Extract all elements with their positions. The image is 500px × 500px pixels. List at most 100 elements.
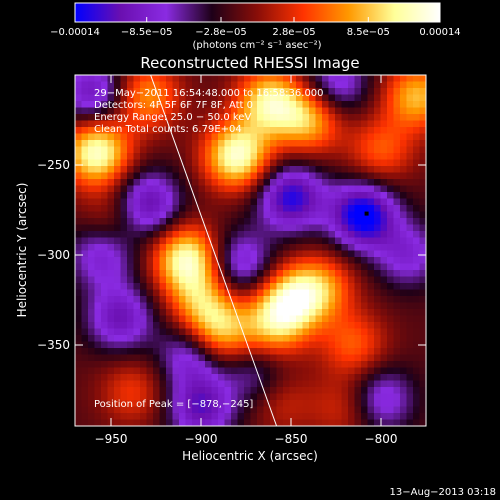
colorbar-tick-label: 8.5e−05 [347,27,390,38]
heatmap-cell [289,257,297,265]
heatmap-cell [88,185,96,193]
heatmap-cell [153,81,161,89]
heatmap-cell [237,133,245,141]
heatmap-cell [302,419,310,426]
heatmap-cell [224,348,232,356]
heatmap-cell [263,211,271,219]
heatmap-cell [237,211,245,219]
heatmap-cell [244,400,252,408]
heatmap-cell [367,309,375,317]
heatmap-cell [387,283,395,291]
heatmap-cell [250,88,258,96]
heatmap-cell [244,387,252,395]
heatmap-cell [380,133,388,141]
heatmap-cell [296,270,304,278]
heatmap-cell [81,309,89,317]
heatmap-cell [218,276,226,284]
heatmap-cell [179,328,187,336]
heatmap-cell [88,328,96,336]
heatmap-cell [146,315,154,323]
heatmap-cell [101,374,109,382]
heatmap-cell [257,120,265,128]
heatmap-cell [211,315,219,323]
heatmap-cell [179,283,187,291]
heatmap-cell [361,283,369,291]
heatmap-cell [361,354,369,362]
heatmap-cell [419,127,426,135]
heatmap-cell [341,140,349,148]
heatmap-cell [146,244,154,252]
heatmap-cell [146,250,154,258]
heatmap-cell [367,361,375,369]
solar-limb-line [150,75,278,426]
heatmap-cell [75,185,83,193]
heatmap-cell [328,315,336,323]
heatmap-cell [328,231,336,239]
heatmap-cell [263,159,271,167]
heatmap-cell [296,315,304,323]
heatmap-cell [244,244,252,252]
heatmap-cell [94,146,102,154]
heatmap-cell [94,296,102,304]
heatmap-cell [309,296,317,304]
heatmap-cell [283,101,291,109]
heatmap-cell [413,224,421,232]
heatmap-cell [387,387,395,395]
heatmap-cell [224,289,232,297]
heatmap-cell [231,140,239,148]
plot-area: 29−May−2011 16:54:48.000 to 16:58:36.000… [37,74,427,446]
heatmap-cell [263,361,271,369]
heatmap-cell [198,94,206,102]
heatmap-cell [218,348,226,356]
heatmap-cell [146,185,154,193]
heatmap-cell [289,218,297,226]
heatmap-cell [302,179,310,187]
heatmap-cell [341,302,349,310]
heatmap-cell [361,328,369,336]
heatmap-cell [413,198,421,206]
heatmap-cell [263,237,271,245]
heatmap-cell [166,361,174,369]
heatmap-cell [413,153,421,161]
heatmap-cell [166,387,174,395]
heatmap-cell [179,237,187,245]
heatmap-cell [341,341,349,349]
heatmap-cell [322,283,330,291]
heatmap-cell [296,302,304,310]
heatmap-cell [270,406,278,414]
heatmap-cell [205,224,213,232]
heatmap-cell [166,250,174,258]
heatmap-cell [380,354,388,362]
heatmap-cell [400,296,408,304]
heatmap-cell [250,198,258,206]
heatmap-cell [120,185,128,193]
heatmap-cell [107,192,115,200]
heatmap-cell [88,224,96,232]
heatmap-cell [263,101,271,109]
heatmap-cell [328,224,336,232]
heatmap-cell [192,387,200,395]
heatmap-cell [205,387,213,395]
heatmap-cell [101,270,109,278]
heatmap-cell [354,413,362,421]
heatmap-cell [309,413,317,421]
heatmap-cell [231,400,239,408]
heatmap-cell [101,153,109,161]
heatmap-cell [140,244,148,252]
heatmap-cell [419,166,426,174]
heatmap-cell [231,348,239,356]
heatmap-cell [94,107,102,115]
heatmap-cell [159,237,167,245]
heatmap-cell [283,127,291,135]
heatmap-cell [237,198,245,206]
heatmap-cell [81,393,89,401]
heatmap-cell [309,205,317,213]
heatmap-cell [133,393,141,401]
heatmap-cell [166,114,174,122]
heatmap-cell [166,341,174,349]
heatmap-cell [231,328,239,336]
heatmap-cell [185,107,193,115]
heatmap-cell [367,198,375,206]
heatmap-cell [322,309,330,317]
heatmap-cell [348,263,356,271]
